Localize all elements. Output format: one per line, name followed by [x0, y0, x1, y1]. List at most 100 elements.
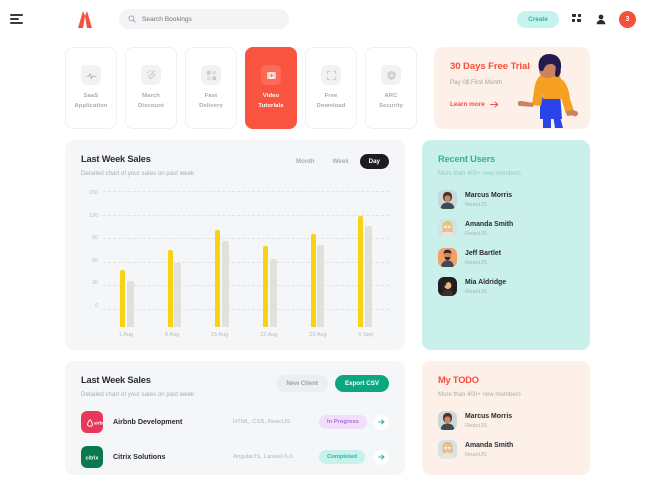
airbnb-logo: airbnb [81, 411, 103, 433]
chart-bar-current [167, 249, 173, 327]
projects-panel: Last Week Sales Detailed chart of your s… [65, 361, 405, 475]
video-film-icon [261, 65, 281, 86]
category-card-saas-application[interactable]: SaaS Application [65, 47, 117, 129]
category-card-fast-delivery[interactable]: Fast Delivery [185, 47, 237, 129]
promo-subtitle: Pay 0$ First Month [450, 79, 502, 86]
range-option-week[interactable]: Week [332, 158, 349, 165]
grid-blocks-icon [201, 65, 221, 86]
chart-gridline [103, 309, 389, 310]
row-arrow-icon[interactable] [374, 449, 389, 465]
category-card-label: March Discount [138, 93, 164, 109]
chart-gridline [103, 238, 389, 240]
user-name: Jeff Bartlet [465, 249, 501, 257]
bottom-row: Last Week Sales Detailed chart of your s… [65, 361, 590, 475]
chart-range-toggle: Month Week Day [289, 154, 389, 169]
category-card-label: Fast Delivery [199, 93, 223, 109]
page-content: SaaS Application March Discount [0, 38, 650, 475]
category-card-label: SaaS Application [74, 93, 108, 109]
y-tick: 120 [89, 212, 98, 219]
x-tick: 8 Aug [164, 332, 180, 338]
notification-badge[interactable]: 3 [619, 10, 636, 28]
y-tick: 90 [92, 235, 98, 242]
person-standing-illustration [518, 54, 578, 128]
avatar [438, 440, 457, 459]
chart-bar-previous [174, 262, 182, 327]
promo-banner[interactable]: 30 Days Free Trial Pay 0$ First Month Le… [434, 47, 590, 129]
list-item[interactable]: Mia Aldridge ReactJS [438, 277, 576, 296]
table-row[interactable]: citrix Citrix Solutions AngularJS, Laravel… [81, 446, 389, 468]
todo-subtitle: More than 400+ new members [438, 391, 521, 398]
chart-x-axis: 1 Aug 8 Aug 15 Aug 22 Aug 29 Aug 5 Sep [103, 332, 389, 338]
range-option-month[interactable]: Month [296, 158, 315, 165]
promo-cta-label: Learn more [450, 101, 485, 108]
todo-panel: My TODO More than 400+ new members Marcu… [422, 361, 590, 475]
category-card-list: SaaS Application March Discount [65, 47, 417, 129]
create-button[interactable]: Create [517, 10, 559, 28]
x-tick: 29 Aug [309, 332, 327, 338]
projects-actions: New Client Export CSV [276, 375, 389, 392]
range-option-day[interactable]: Day [359, 154, 389, 169]
x-tick: 15 Aug [210, 332, 229, 338]
projects-subtitle: Detailed chart of your sales on past wee… [81, 391, 195, 398]
status-badge: Completed [319, 450, 365, 464]
category-card-arc-security[interactable]: ARC Security [365, 47, 417, 129]
category-card-march-discount[interactable]: March Discount [125, 47, 177, 129]
new-client-button[interactable]: New Client [276, 375, 328, 392]
chart-bar-previous [364, 226, 372, 327]
chart-bar-group [167, 249, 182, 327]
user-account-icon[interactable] [596, 14, 606, 25]
chart-bar-current [310, 234, 316, 327]
list-item[interactable]: Marcus Morris ReactJS [438, 190, 576, 209]
row-arrow-icon[interactable] [374, 414, 389, 430]
y-tick: 60 [92, 257, 98, 264]
todo-title: My TODO [438, 375, 479, 385]
chart-gridline [103, 261, 389, 263]
avatar [438, 248, 457, 267]
category-card-label: ARC Security [378, 93, 404, 109]
chart-title: Last Week Sales [81, 154, 151, 164]
chart-bar-group [263, 245, 277, 327]
chart-bar-group [358, 216, 372, 327]
chart-gridline [103, 285, 389, 287]
projects-title: Last Week Sales [81, 375, 151, 385]
chart-subtitle: Detailed chart of your sales on past wee… [81, 170, 195, 177]
expand-frame-icon [321, 65, 341, 86]
chart-bars [103, 209, 389, 327]
search-icon [128, 15, 136, 23]
search-input[interactable] [142, 15, 280, 23]
brand-logo[interactable] [72, 9, 98, 29]
svg-text:airbnb: airbnb [94, 420, 103, 425]
hamburger-icon[interactable] [10, 13, 26, 25]
list-item[interactable]: Jeff Bartlet ReactJS [438, 248, 576, 267]
chart-bar-previous [221, 241, 229, 327]
chart-bar-current [120, 270, 126, 327]
chart-gridline [103, 214, 389, 216]
search-bar[interactable] [119, 9, 289, 29]
discount-spark-icon [141, 65, 161, 86]
avatar [438, 277, 457, 296]
list-item[interactable]: Marcus Morris ReactJS [438, 411, 576, 430]
recent-users-list: Marcus Morris ReactJS Amanda Smith ReactJS J… [438, 190, 576, 296]
svg-text:citrix: citrix [86, 455, 99, 461]
user-name: Marcus Morris [465, 412, 513, 420]
promo-learn-more-link[interactable]: Learn more [450, 101, 590, 108]
table-row[interactable]: airbnb Airbnb Development HTML, CSS, React… [81, 411, 389, 433]
bar-chart: 150 120 90 60 30 0 [81, 190, 389, 327]
chart-bar-current [215, 230, 221, 327]
grid-apps-icon[interactable] [572, 14, 583, 24]
projects-table: airbnb Airbnb Development HTML, CSS, React… [81, 411, 389, 468]
avatar [438, 411, 457, 430]
category-card-video-tutorials[interactable]: Video Tutorials [245, 47, 297, 129]
user-role: ReactJS [465, 201, 487, 208]
user-role: ReactJS [465, 230, 487, 237]
list-item[interactable]: Amanda Smith ReactJS [438, 219, 576, 238]
user-role: ReactJS [465, 259, 487, 266]
category-card-free-download[interactable]: Free Download [305, 47, 357, 129]
project-name: Citrix Solutions [113, 453, 166, 461]
category-card-label: Video Tutorials [258, 93, 284, 109]
export-csv-button[interactable]: Export CSV [334, 375, 389, 392]
list-item[interactable]: Amanda Smith ReactJS [438, 440, 576, 459]
chart-gridline [103, 191, 389, 192]
middle-row: Last Week Sales Detailed chart of your s… [65, 140, 590, 350]
sales-chart-panel: Last Week Sales Detailed chart of your s… [65, 140, 405, 350]
